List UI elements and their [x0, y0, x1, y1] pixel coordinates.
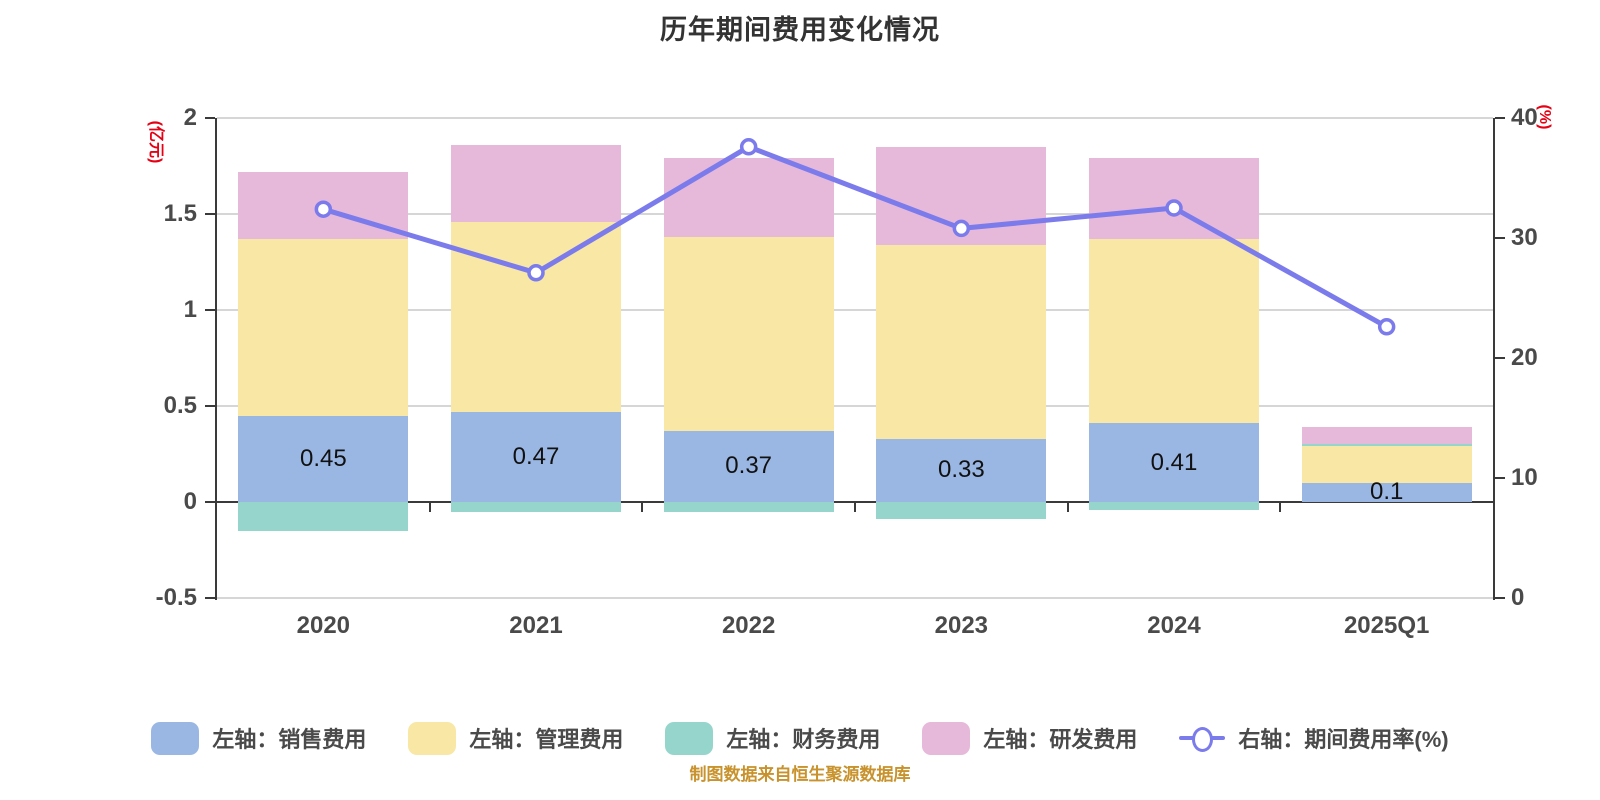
x-axis-tick: [428, 503, 431, 512]
left-axis-tick-label: 1: [183, 296, 197, 323]
gridline: [217, 213, 1493, 215]
left-axis-tick-label: 0.5: [163, 392, 197, 419]
legend-line-marker-period_expense_rate: [1179, 726, 1226, 752]
bar-value-label: 0.1: [1369, 478, 1404, 506]
bar-value-label: 0.45: [299, 444, 347, 472]
left-axis-tick: [205, 405, 215, 407]
right-axis-tick: [1495, 237, 1505, 239]
legend-item-management_expense[interactable]: 左轴：管理费用: [408, 721, 624, 755]
x-axis-tick: [641, 503, 644, 512]
x-axis-label: 2024: [1147, 612, 1201, 639]
bar-segment-rd_expense: [663, 158, 834, 238]
bar-segment-sales_expense: [876, 438, 1047, 502]
left-axis-tick: [205, 501, 215, 503]
gridline: [217, 309, 1493, 311]
bar-segment-rd_expense: [451, 144, 621, 222]
x-axis-label: 2025Q1: [1343, 612, 1430, 639]
bar-segment-management_expense: [1089, 238, 1259, 424]
right-axis-tick-label: 40: [1511, 104, 1538, 131]
left-axis-tick: [205, 309, 215, 311]
bar-segment-rd_expense: [1089, 158, 1259, 239]
legend-label-period_expense_rate: 右轴：期间费用率(%): [1238, 727, 1449, 752]
chart-title: 历年期间费用变化情况: [660, 15, 940, 45]
bar-segment-sales_expense: [451, 411, 621, 502]
gridline: [217, 405, 1493, 407]
right-axis-tick: [1495, 477, 1505, 479]
expense-rate-point: [1377, 318, 1396, 336]
right-axis-tick-label: 30: [1511, 224, 1538, 251]
gridline: [217, 117, 1493, 119]
bar-segment-financial_expense: [876, 502, 1047, 520]
legend-swatch-financial_expense: [665, 721, 714, 755]
right-axis-tick: [1495, 597, 1505, 599]
bar-segment-sales_expense: [663, 430, 834, 502]
right-axis-tick: [1495, 117, 1505, 119]
legend-label-financial_expense: 左轴：财务费用: [726, 727, 881, 752]
bar-segment-sales_expense: [238, 415, 409, 502]
bar-segment-management_expense: [1301, 446, 1472, 483]
bar-segment-financial_expense: [238, 502, 409, 531]
bar-segment-financial_expense: [663, 502, 834, 512]
legend-item-sales_expense[interactable]: 左轴：销售费用: [151, 721, 367, 755]
legend-swatch-rd_expense: [922, 721, 971, 755]
legend-label-management_expense: 左轴：管理费用: [469, 727, 624, 752]
legend-item-period_expense_rate[interactable]: 右轴：期间费用率(%): [1179, 722, 1449, 754]
bar-segment-financial_expense: [1301, 444, 1472, 447]
right-axis-tick-label: 0: [1511, 584, 1525, 611]
right-axis-tick-label: 20: [1511, 344, 1538, 371]
bar-segment-financial_expense: [451, 502, 621, 512]
right-axis-tick: [1495, 357, 1505, 359]
x-axis-label: 2023: [934, 612, 989, 639]
bar-value-label: 0.37: [725, 452, 773, 480]
x-axis-label: 2021: [509, 612, 563, 639]
legend-swatch-sales_expense: [151, 721, 200, 755]
left-axis-tick: [205, 213, 215, 215]
x-axis-label: 2022: [721, 612, 776, 639]
legend-label-rd_expense: 左轴：研发费用: [983, 727, 1138, 752]
bar-segment-sales_expense: [1301, 482, 1472, 502]
bar-segment-management_expense: [876, 244, 1047, 439]
bar-segment-sales_expense: [1089, 423, 1259, 502]
legend-item-financial_expense[interactable]: 左轴：财务费用: [665, 721, 881, 755]
left-axis-tick-label: 0: [183, 488, 197, 515]
legend-item-rd_expense[interactable]: 左轴：研发费用: [922, 721, 1138, 755]
x-axis-tick: [854, 503, 856, 512]
bar-value-label: 0.41: [1150, 448, 1198, 476]
bar-segment-financial_expense: [1089, 502, 1259, 510]
bar-segment-management_expense: [238, 238, 409, 416]
left-axis-line: [215, 118, 217, 600]
x-axis-tick: [1066, 503, 1069, 512]
bar-segment-rd_expense: [1301, 427, 1472, 445]
bar-segment-management_expense: [663, 237, 834, 431]
legend-swatch-management_expense: [408, 721, 457, 755]
x-axis-label: 2020: [296, 612, 351, 639]
bar-value-label: 0.33: [937, 456, 985, 484]
left-axis-tick-label: -0.5: [155, 584, 197, 611]
bar-segment-rd_expense: [876, 146, 1047, 245]
bar-value-label: 0.47: [512, 442, 560, 470]
left-axis-tick: [205, 117, 215, 119]
bar-segment-rd_expense: [238, 171, 409, 239]
x-axis-zero-line: [217, 501, 1493, 503]
expense-rate-point: [739, 138, 758, 156]
left-axis-tick: [205, 597, 215, 599]
gridline: [217, 597, 1493, 599]
left-axis-tick-label: 2: [183, 104, 197, 131]
source-note: 制图数据来自恒生聚源数据库: [689, 765, 911, 784]
x-axis-tick: [1279, 503, 1282, 512]
left-axis-tick-label: 1.5: [163, 200, 197, 227]
legend: 左轴：销售费用 左轴：管理费用 左轴：财务费用 左轴：研发费用 右轴：期间费用率(%): [0, 716, 1600, 760]
legend-marker-dot: [1192, 727, 1214, 752]
right-axis-line: [1493, 118, 1495, 600]
bar-segment-management_expense: [451, 221, 621, 412]
right-axis-tick-label: 10: [1511, 464, 1538, 491]
legend-label-sales_expense: 左轴：销售费用: [212, 727, 367, 752]
